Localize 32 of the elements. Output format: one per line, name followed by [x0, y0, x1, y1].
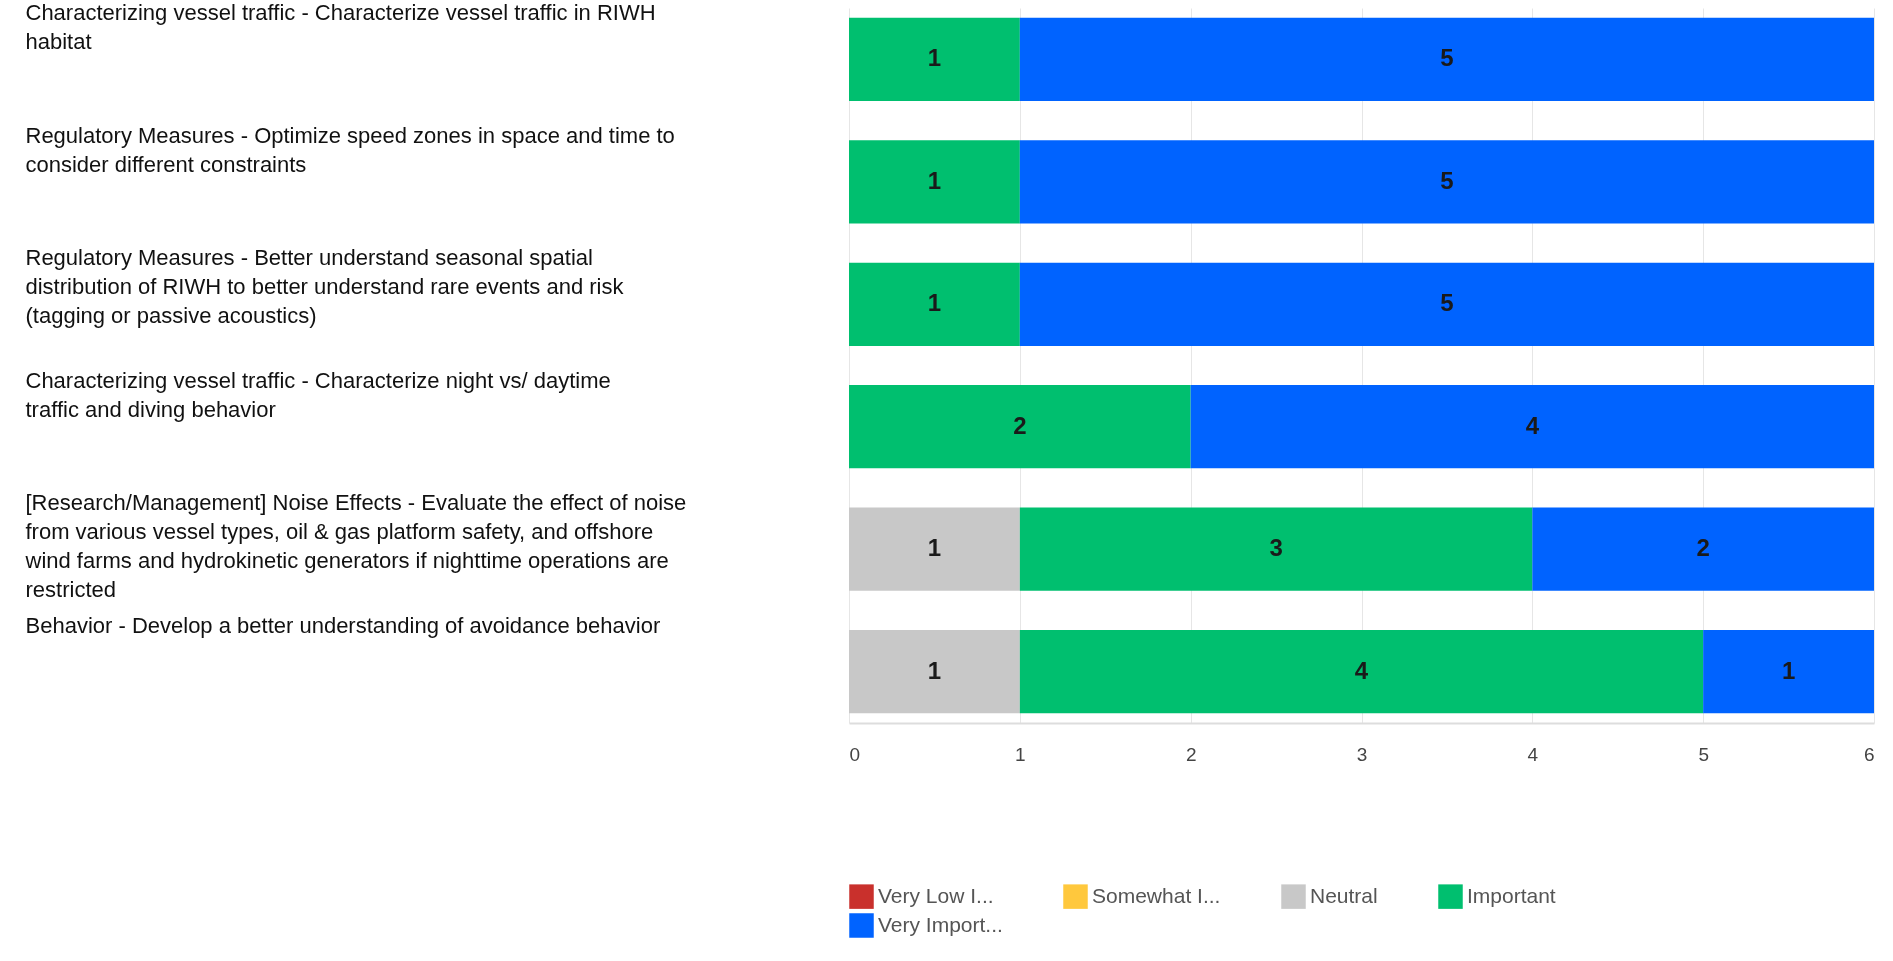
data-label: 5 — [1440, 44, 1454, 72]
legend-label: Very Low I... — [878, 883, 994, 907]
data-label: 2 — [1696, 534, 1710, 562]
y-tick-label: Behavior - Develop a better understanding of avoidance behavior — [25, 612, 661, 638]
y-tick-label: Characterizing vessel traffic - Characterize night vs/ daytime traffic and diving behavior — [25, 367, 611, 422]
data-label: 5 — [1440, 166, 1454, 194]
x-tick-label: 3 — [1356, 743, 1368, 765]
data-label: 4 — [1354, 656, 1369, 684]
y-tick-label: Regulatory Measures - Better understand seasonal spatial distribution of RIWH to better understand rare events and risk (tagging or passive acoustics) — [25, 245, 625, 329]
data-label: 1 — [1781, 656, 1796, 684]
data-label: 4 — [1525, 411, 1540, 439]
legend-label: Important — [1467, 883, 1556, 907]
data-label: 1 — [927, 534, 942, 562]
legend-label: Very Import... — [878, 912, 1003, 936]
data-label: 1 — [927, 656, 942, 684]
x-tick-label: 5 — [1698, 743, 1709, 765]
data-label: 1 — [927, 289, 942, 317]
x-tick-label: 1 — [1015, 743, 1026, 765]
legend-label: Somewhat I... — [1092, 883, 1221, 907]
y-tick-label: Regulatory Measures - Optimize speed zones in space and time to consider different constraints — [25, 122, 675, 177]
data-label: 5 — [1440, 289, 1454, 317]
y-tick-label: [Research/Management] Noise Effects - Evaluate the effect of noise from various vessel types, oil & gas platform safety, and offshore wind farms and hydrokinetic generators if nighttime operations are restricted — [24, 490, 687, 603]
y-tick-label: Characterizing vessel traffic - Characterize vessel traffic in RIWH habitat — [25, 0, 656, 55]
data-label: 1 — [927, 44, 942, 72]
data-label: 2 — [1013, 411, 1027, 439]
x-tick-label: 6 — [1863, 743, 1875, 765]
x-tick-label: 4 — [1527, 743, 1539, 765]
x-tick-label: 2 — [1185, 743, 1197, 765]
legend-label: Neutral — [1310, 883, 1378, 907]
x-tick-label: 0 — [849, 743, 861, 765]
data-label: 3 — [1269, 534, 1283, 562]
data-label: 1 — [927, 166, 942, 194]
